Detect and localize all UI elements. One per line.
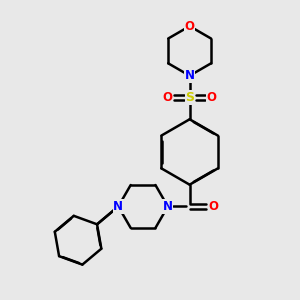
Text: O: O bbox=[208, 200, 218, 213]
Text: N: N bbox=[184, 69, 195, 82]
Text: N: N bbox=[163, 200, 173, 213]
Text: O: O bbox=[184, 20, 195, 33]
Text: N: N bbox=[113, 200, 123, 213]
Text: S: S bbox=[185, 91, 194, 104]
Text: O: O bbox=[163, 91, 173, 104]
Text: N: N bbox=[184, 69, 195, 82]
Text: N: N bbox=[163, 200, 173, 213]
Text: O: O bbox=[206, 91, 216, 104]
